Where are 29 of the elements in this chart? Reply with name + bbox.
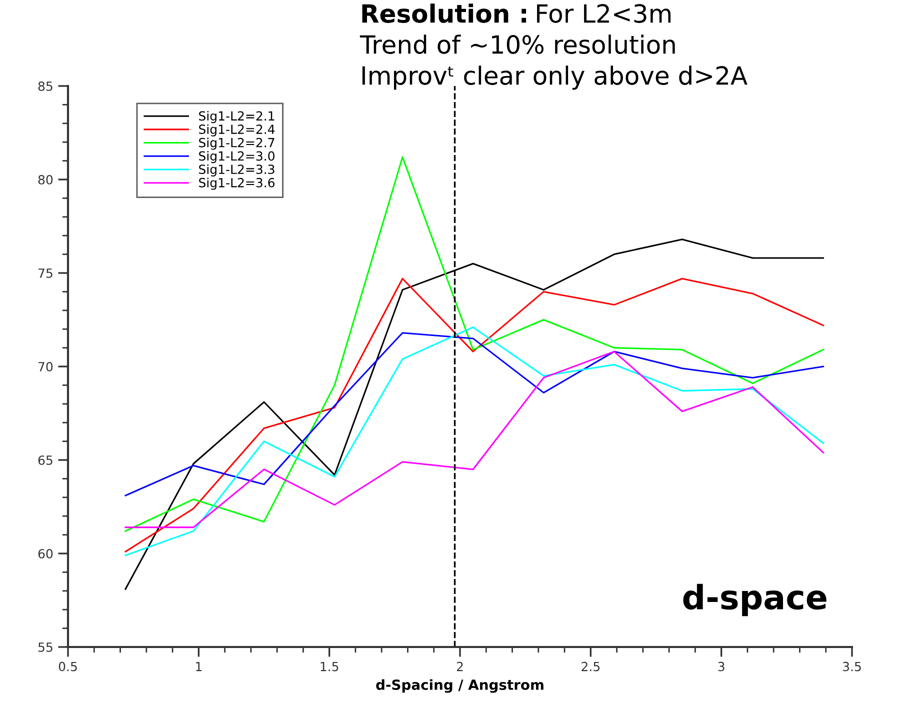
y-tick-label: 70 [38,362,53,372]
text: Trend of ~10% resolution [360,34,675,54]
line-series [124,332,824,496]
y-tick-label: 55 [38,642,52,652]
line-series [124,278,824,552]
legend-label: Sig1-L2=2.4 [199,124,275,136]
legend-label: Sig1-L2=3.0 [199,151,274,164]
y-tick-label: 65 [38,455,52,465]
annotation: Improvᵗ clear only above d>2A [362,66,748,90]
x-tick-label: 1.5 [320,662,338,672]
x-axis-title: d-Spacing / Angstrom [376,679,544,693]
line-series [124,350,824,528]
text: Resolution : For L2<3m [362,4,671,23]
x-tick-label: 2.5 [582,662,600,672]
legend-label: Sig1-L2=3.6 [199,178,275,190]
legend-label: Sig1-L2=2.1 [199,110,274,124]
x-tick-label: 1 [196,662,202,672]
line-series [124,326,824,556]
x-tick-label: 3.5 [843,662,861,672]
x-tick-label: 2 [456,662,463,672]
x-tick-label: 3 [718,662,724,672]
annotation: d-space [683,584,826,616]
x-tick-label: 0.5 [58,662,77,672]
y-tick-label: 60 [38,548,53,558]
legend-label: Sig1-L2=3.3 [199,164,274,176]
y-tick-label: 75 [38,268,52,278]
y-tick-label: 85 [38,81,52,91]
y-tick-label: 80 [38,174,53,184]
legend-label: Sig1-L2=2.7 [199,138,274,150]
